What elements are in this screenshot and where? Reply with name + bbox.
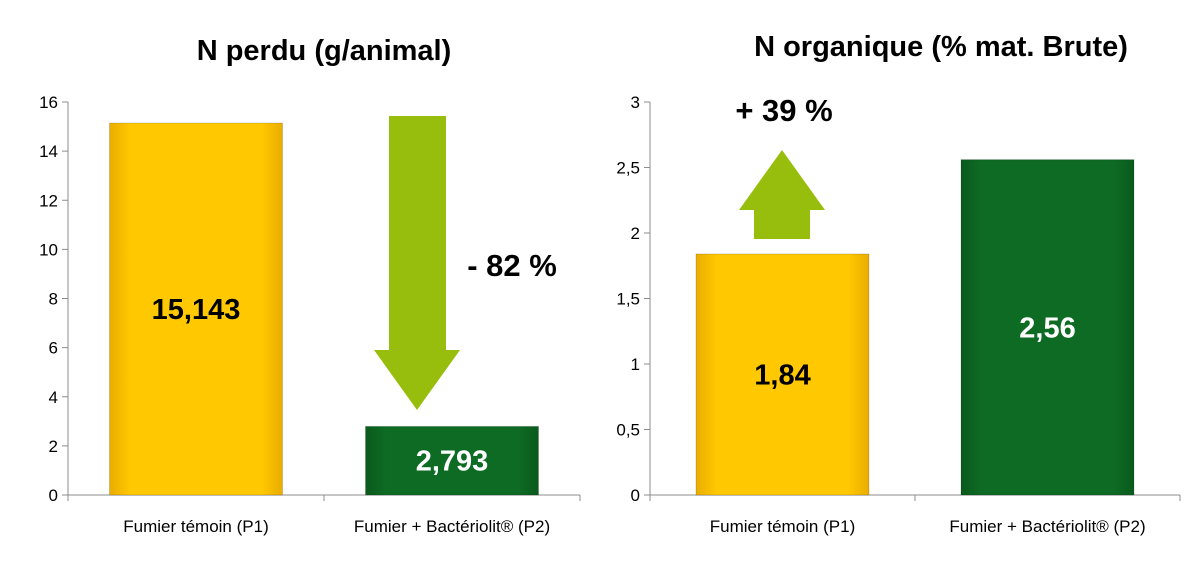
down-arrow-icon <box>374 116 460 410</box>
data-label: 2,56 <box>1019 312 1075 344</box>
x-category-label: Fumier témoin (P1) <box>710 517 855 536</box>
y-tick-label: 1,5 <box>616 290 640 309</box>
y-tick-label: 2 <box>631 224 640 243</box>
bar <box>109 122 283 496</box>
bar <box>695 253 870 496</box>
annotation: - 82 % <box>374 116 557 410</box>
bars: 1,84 2,56 <box>695 159 1135 496</box>
y-tick-label: 1 <box>631 355 640 374</box>
change-label: + 39 % <box>735 93 832 128</box>
bar <box>960 159 1135 496</box>
chart-n-organique: N organique (% mat. Brute) 0 0,5 1 1,5 2 2,5 3… <box>616 31 1181 536</box>
data-label: 1,84 <box>754 359 810 391</box>
y-tick-label: 14 <box>39 142 58 161</box>
change-label: - 82 % <box>467 248 557 283</box>
y-tick-label: 4 <box>49 388 58 407</box>
y-tick-label: 0 <box>49 486 58 505</box>
data-label: 2,793 <box>416 446 489 478</box>
chart-n-perdu: N perdu (g/animal) 0 2 4 6 8 10 12 14 16 Fumier t… <box>39 35 581 536</box>
y-tick-label: 2 <box>49 437 58 456</box>
x-category-label: Fumier témoin (P1) <box>123 517 268 536</box>
y-tick-label: 0,5 <box>616 421 640 440</box>
axes: 0 0,5 1 1,5 2 2,5 3 Fumier témoin (P1) Fumier + … <box>616 93 1181 536</box>
y-tick-label: 16 <box>39 93 58 112</box>
y-tick-label: 12 <box>39 191 58 210</box>
y-tick-label: 6 <box>49 339 58 358</box>
x-category-label: Fumier + Bactériolit® (P2) <box>354 517 550 536</box>
y-tick-label: 8 <box>49 290 58 309</box>
axes: 0 2 4 6 8 10 12 14 16 Fumier témoin (P1) Fumier + … <box>39 93 581 536</box>
annotation: + 39 % <box>735 93 833 239</box>
y-tick-label: 10 <box>39 240 58 259</box>
y-tick-label: 3 <box>631 93 640 112</box>
up-arrow-icon <box>739 150 825 239</box>
y-tick-label: 2,5 <box>616 159 640 178</box>
y-tick-label: 0 <box>631 486 640 505</box>
chart-title: N organique (% mat. Brute) <box>754 31 1128 63</box>
bars: 15,143 2,793 <box>109 122 539 496</box>
x-category-label: Fumier + Bactériolit® (P2) <box>949 517 1145 536</box>
chart-title: N perdu (g/animal) <box>197 35 452 67</box>
bar <box>365 425 539 496</box>
data-label: 15,143 <box>152 294 241 326</box>
